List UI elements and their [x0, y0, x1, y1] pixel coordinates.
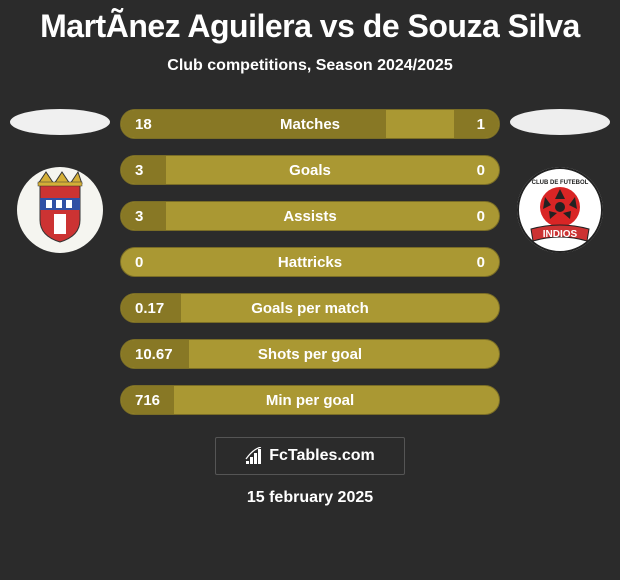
stat-fill-left: [121, 156, 166, 184]
left-column: [10, 109, 110, 253]
stat-value-right: 1: [477, 116, 485, 133]
right-ellipse: [510, 109, 610, 135]
svg-text:INDIOS: INDIOS: [543, 229, 578, 240]
stat-value-left: 18: [135, 116, 152, 133]
stat-label: Shots per goal: [258, 346, 362, 363]
stat-row: 3 Goals 0: [120, 155, 500, 185]
left-club-badge: [17, 167, 103, 253]
stat-row: 18 Matches 1: [120, 109, 500, 139]
stat-value-right: 0: [477, 162, 485, 179]
stats-column: 18 Matches 1 3 Goals 0 3 Assists 0 0 Hattricks 0 0.1…: [120, 109, 500, 415]
stat-label: Goals: [289, 162, 331, 179]
page-subtitle: Club competitions, Season 2024/2025: [0, 57, 620, 75]
stat-value-left: 716: [135, 392, 160, 409]
right-club-badge: CLUB DE FUTEBOL INDIOS: [517, 167, 603, 253]
stat-label: Min per goal: [266, 392, 354, 409]
stat-label: Hattricks: [278, 254, 342, 271]
left-ellipse: [10, 109, 110, 135]
stat-row: 10.67 Shots per goal: [120, 339, 500, 369]
stat-row: 0 Hattricks 0: [120, 247, 500, 277]
footer: FcTables.com 15 february 2025: [0, 437, 620, 507]
stat-label: Matches: [280, 116, 340, 133]
stat-value-left: 3: [135, 162, 143, 179]
stat-label: Assists: [283, 208, 336, 225]
stat-value-left: 10.67: [135, 346, 173, 363]
svg-text:CLUB DE FUTEBOL: CLUB DE FUTEBOL: [532, 180, 589, 186]
stat-row: 716 Min per goal: [120, 385, 500, 415]
stat-value-left: 0.17: [135, 300, 164, 317]
stat-value-right: 0: [477, 208, 485, 225]
stat-fill-left: [121, 110, 386, 138]
stat-value-left: 0: [135, 254, 143, 271]
branding-text: FcTables.com: [269, 447, 375, 465]
stat-label: Goals per match: [251, 300, 369, 317]
right-column: CLUB DE FUTEBOL INDIOS: [510, 109, 610, 253]
chart-icon: [245, 447, 263, 465]
date-text: 15 february 2025: [247, 489, 373, 507]
stat-value-right: 0: [477, 254, 485, 271]
stat-row: 3 Assists 0: [120, 201, 500, 231]
branding-box[interactable]: FcTables.com: [215, 437, 405, 475]
comparison-card: MartÃnez Aguilera vs de Souza Silva Club…: [0, 0, 620, 580]
page-title: MartÃnez Aguilera vs de Souza Silva: [0, 0, 620, 45]
main-area: 18 Matches 1 3 Goals 0 3 Assists 0 0 Hattricks 0 0.1…: [0, 109, 620, 415]
stat-row: 0.17 Goals per match: [120, 293, 500, 323]
stat-fill-left: [121, 202, 166, 230]
stat-value-left: 3: [135, 208, 143, 225]
